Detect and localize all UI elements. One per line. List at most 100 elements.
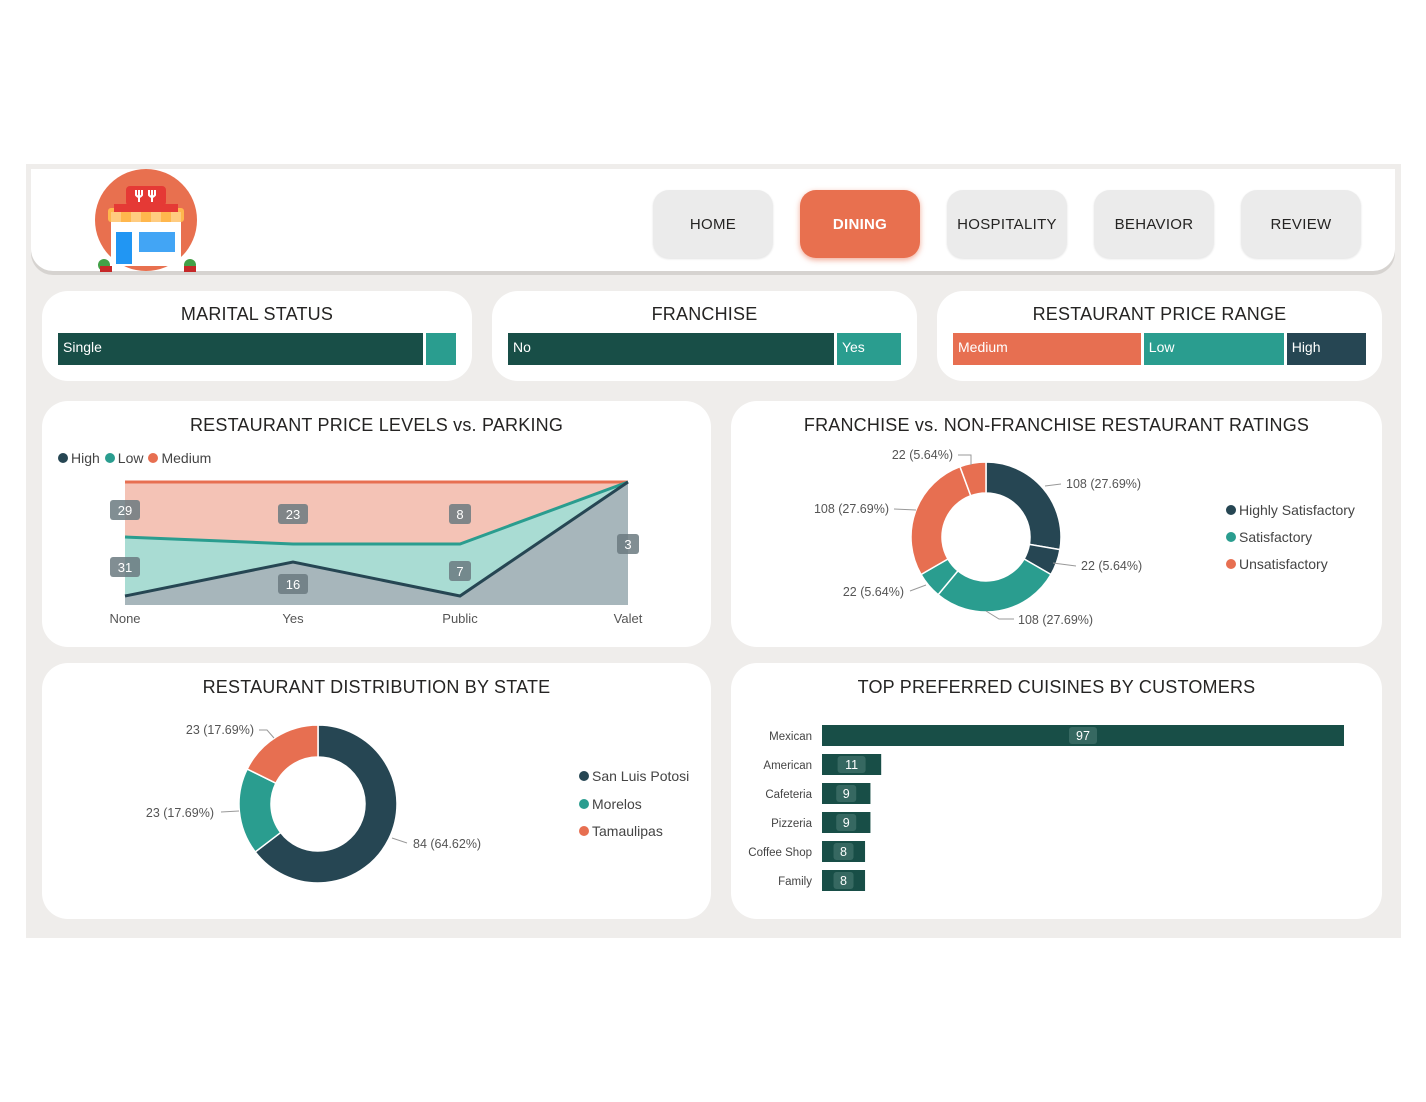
- parking-chart-card: RESTAURANT PRICE LEVELS vs. PARKING High…: [42, 401, 711, 647]
- state-slice-2[interactable]: [246, 724, 319, 785]
- franchise-segment-0[interactable]: No: [508, 333, 834, 365]
- svg-text:16: 16: [286, 577, 300, 592]
- marital-segment-0[interactable]: Single: [58, 333, 424, 365]
- label-high-1: 16: [278, 574, 308, 594]
- x-tick-2: Public: [442, 611, 478, 626]
- ratings-label-0-leader: [1044, 483, 1062, 487]
- ratings-legend-highly[interactable]: Highly Satisfactory: [1226, 502, 1355, 518]
- svg-text:97: 97: [1076, 729, 1090, 743]
- ratings-label-4: 108 (27.69%): [814, 502, 889, 516]
- cuisine-value-2: 9: [836, 785, 857, 802]
- legend-tamaulipas-label: Tamaulipas: [592, 823, 663, 839]
- legend-satisfactory-dot: [1226, 532, 1236, 542]
- state-label-1-leader: [220, 810, 240, 813]
- ratings-slice-2[interactable]: [937, 557, 1052, 613]
- cuisines-chart-card: TOP PREFERRED CUISINES BY CUSTOMERS Mexi…: [731, 663, 1382, 919]
- price_range-segment-0[interactable]: Medium: [953, 333, 1141, 365]
- nav-review-button[interactable]: REVIEW: [1241, 190, 1361, 258]
- legend-medium-label[interactable]: Medium: [161, 450, 212, 466]
- ratings-label-3: 22 (5.64%): [843, 585, 904, 599]
- legend-highly-label: Highly Satisfactory: [1239, 502, 1355, 518]
- svg-text:9: 9: [843, 787, 850, 801]
- legend-low-dot: [104, 453, 115, 463]
- state-chart-card: RESTAURANT DISTRIBUTION BY STATE 84 (64.…: [42, 663, 711, 919]
- cuisines-chart-title: TOP PREFERRED CUISINES BY CUSTOMERS: [857, 677, 1256, 697]
- state-legend-slp[interactable]: San Luis Potosi: [579, 768, 689, 784]
- nav-home-button[interactable]: HOME: [653, 190, 773, 258]
- parking-area-chart: 29 23 8 31 16 7 3 None Yes Public Valet: [109, 480, 643, 626]
- ratings-chart-title: FRANCHISE vs. NON-FRANCHISE RESTAURANT R…: [803, 415, 1310, 435]
- legend-highly-dot: [1226, 505, 1236, 515]
- ratings-legend-unsatisfactory[interactable]: Unsatisfactory: [1226, 556, 1328, 572]
- ratings-label-4-leader: [893, 508, 917, 511]
- ratings-legend-satisfactory[interactable]: Satisfactory: [1226, 529, 1312, 545]
- state-label-2: 23 (17.69%): [186, 723, 254, 737]
- state-chart-title: RESTAURANT DISTRIBUTION BY STATE: [202, 677, 551, 697]
- cuisine-value-5: 8: [833, 872, 854, 889]
- ratings-donut-chart: 108 (27.69%) 22 (5.64%) 108 (27.69%) 22 (5.…: [814, 448, 1142, 627]
- svg-text:11: 11: [845, 758, 858, 772]
- svg-text:7: 7: [456, 564, 463, 579]
- cuisine-label-2: Cafeteria: [765, 789, 812, 801]
- nav-behavior-button[interactable]: BEHAVIOR: [1094, 190, 1214, 258]
- marital-status-card: MARITAL STATUS Single: [42, 291, 472, 381]
- ratings-slice-5[interactable]: [959, 461, 987, 497]
- nav-hospitality-button[interactable]: HOSPITALITY: [947, 190, 1067, 258]
- legend-slp-dot: [579, 771, 589, 781]
- svg-text:9: 9: [843, 816, 850, 830]
- ratings-label-3-leader: [909, 584, 927, 592]
- cuisine-value-3: 9: [836, 814, 857, 831]
- state-label-0: 84 (64.62%): [413, 837, 481, 851]
- svg-text:8: 8: [456, 507, 463, 522]
- area-high: [125, 482, 628, 605]
- ratings-label-2-leader: [985, 610, 1014, 620]
- ratings-label-5-leader: [958, 454, 972, 465]
- legend-low-label[interactable]: Low: [117, 450, 144, 466]
- cuisine-label-5: Family: [778, 876, 812, 888]
- legend-morelos-dot: [579, 799, 589, 809]
- x-tick-1: Yes: [282, 611, 304, 626]
- svg-text:8: 8: [840, 874, 847, 888]
- marital-status-bar: Single: [58, 333, 456, 365]
- franchise-title: FRANCHISE: [651, 304, 758, 324]
- franchise-bar: No Yes: [508, 333, 901, 365]
- ratings-slice-4[interactable]: [910, 465, 972, 576]
- cuisine-label-0: Mexican: [769, 731, 812, 743]
- legend-high-dot: [58, 453, 68, 463]
- cuisine-value-4: 8: [833, 843, 854, 860]
- legend-satisfactory-label: Satisfactory: [1239, 529, 1313, 545]
- ratings-slice-0[interactable]: [985, 461, 1062, 551]
- legend-high-label[interactable]: High: [71, 450, 100, 466]
- price_range-segment-2[interactable]: High: [1286, 333, 1366, 365]
- label-high-0: 31: [110, 557, 140, 577]
- label-medium-0: 29: [110, 500, 140, 520]
- cuisine-value-1: 11: [837, 756, 866, 773]
- franchise-card: FRANCHISE No Yes: [492, 291, 917, 381]
- ratings-label-5: 22 (5.64%): [892, 448, 953, 462]
- ratings-label-1-leader: [1052, 562, 1077, 567]
- x-tick-0: None: [109, 611, 140, 626]
- cuisine-value-0: 97: [1069, 727, 1097, 744]
- cuisines-bar-chart: Mexican 97 American 11 Cafeteria 9 Pizzeria 9 Co…: [748, 725, 1344, 891]
- franchise-segment-1[interactable]: Yes: [836, 333, 901, 365]
- state-slice-0[interactable]: [254, 724, 398, 884]
- price-range-title: RESTAURANT PRICE RANGE: [1032, 304, 1287, 324]
- label-medium-2: 8: [449, 504, 471, 524]
- svg-text:8: 8: [840, 845, 847, 859]
- marital-segment-1[interactable]: [426, 333, 456, 365]
- state-label-0-leader: [391, 837, 408, 844]
- price_range-segment-1[interactable]: Low: [1143, 333, 1284, 365]
- legend-tamaulipas-dot: [579, 826, 589, 836]
- legend-morelos-label: Morelos: [592, 796, 642, 812]
- state-legend-tamaulipas[interactable]: Tamaulipas: [579, 823, 663, 839]
- parking-legend: High Low Medium: [58, 450, 211, 466]
- nav-dining-button[interactable]: DINING: [800, 190, 920, 258]
- state-legend-morelos[interactable]: Morelos: [579, 796, 642, 812]
- label-high-3: 3: [617, 534, 639, 554]
- ratings-chart-card: FRANCHISE vs. NON-FRANCHISE RESTAURANT R…: [731, 401, 1382, 647]
- svg-text:29: 29: [118, 503, 132, 518]
- label-high-2: 7: [449, 561, 471, 581]
- x-tick-3: Valet: [614, 611, 643, 626]
- legend-slp-label: San Luis Potosi: [592, 768, 690, 784]
- cuisine-label-4: Coffee Shop: [748, 847, 812, 859]
